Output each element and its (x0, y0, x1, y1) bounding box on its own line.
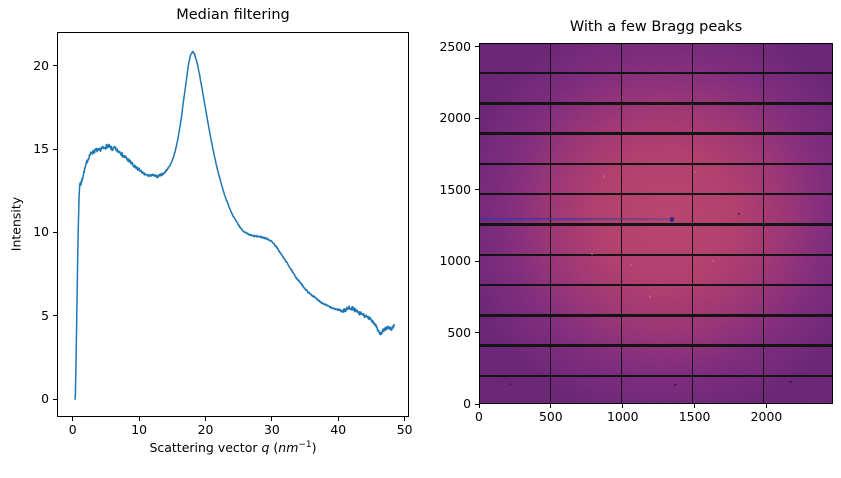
left-plot-title: Median filtering (176, 7, 290, 23)
y-tick-mark (475, 117, 479, 119)
xlabel-q-symbol: q (261, 440, 270, 456)
y-tick-mark (475, 46, 479, 48)
detector-noise-texture (480, 44, 832, 403)
x-tick-label: 40 (330, 422, 347, 437)
y-tick-mark (475, 260, 479, 262)
y-tick-label: 5 (41, 307, 49, 323)
y-tick-label: 0 (41, 391, 49, 406)
xlabel-paren-close: ) (311, 440, 317, 456)
y-tick-label: 500 (447, 324, 471, 340)
xlabel-exponent: −1 (298, 440, 312, 450)
x-tick-mark (138, 417, 140, 421)
scattering-curve (74, 50, 396, 400)
x-tick-label: 500 (539, 409, 563, 424)
x-tick-mark (765, 404, 767, 408)
x-tick-label: 0 (475, 409, 483, 424)
y-tick-mark (53, 231, 57, 233)
right-plot-title: With a few Bragg peaks (569, 19, 743, 35)
x-tick-mark (478, 404, 480, 408)
y-tick-mark (53, 315, 57, 317)
x-tick-label: 30 (263, 422, 280, 437)
x-tick-label: 50 (396, 422, 413, 437)
y-tick-label: 2000 (439, 110, 471, 126)
y-tick-mark (53, 398, 57, 400)
left-plot-axes (57, 32, 409, 417)
x-tick-label: 2000 (750, 409, 783, 424)
x-tick-mark (72, 417, 74, 421)
y-tick-label: 1500 (439, 181, 471, 197)
x-tick-mark (404, 417, 406, 421)
xlabel-text: Scattering vector (149, 440, 262, 456)
y-tick-mark (475, 189, 479, 191)
y-tick-label: 15 (33, 141, 49, 156)
y-tick-mark (475, 332, 479, 334)
y-tick-label: 0 (463, 396, 471, 411)
x-tick-label: 1000 (606, 409, 639, 424)
right-plot-detector-image (479, 43, 833, 404)
y-tick-label: 10 (33, 224, 49, 240)
y-tick-label: 20 (33, 57, 49, 73)
x-tick-mark (622, 404, 624, 408)
x-tick-mark (694, 404, 696, 408)
x-tick-label: 10 (131, 422, 147, 437)
x-tick-mark (550, 404, 552, 408)
x-tick-mark (204, 417, 206, 421)
x-tick-label: 20 (197, 422, 214, 437)
xlabel-unit: nm (278, 440, 299, 456)
y-tick-mark (53, 148, 57, 150)
x-tick-label: 1500 (678, 409, 711, 424)
left-plot-ylabel: Intensity (8, 196, 24, 252)
xlabel-paren-open: ( (269, 440, 279, 456)
y-tick-label: 2500 (439, 38, 471, 54)
x-tick-label: 0 (68, 422, 77, 437)
x-tick-mark (271, 417, 273, 421)
x-tick-mark (337, 417, 339, 421)
y-tick-label: 1000 (439, 253, 471, 269)
left-plot-xlabel: Scattering vector q (nm−1) (57, 440, 409, 455)
intensity-curve (74, 50, 396, 400)
y-tick-mark (53, 65, 57, 67)
y-tick-mark (475, 403, 479, 405)
